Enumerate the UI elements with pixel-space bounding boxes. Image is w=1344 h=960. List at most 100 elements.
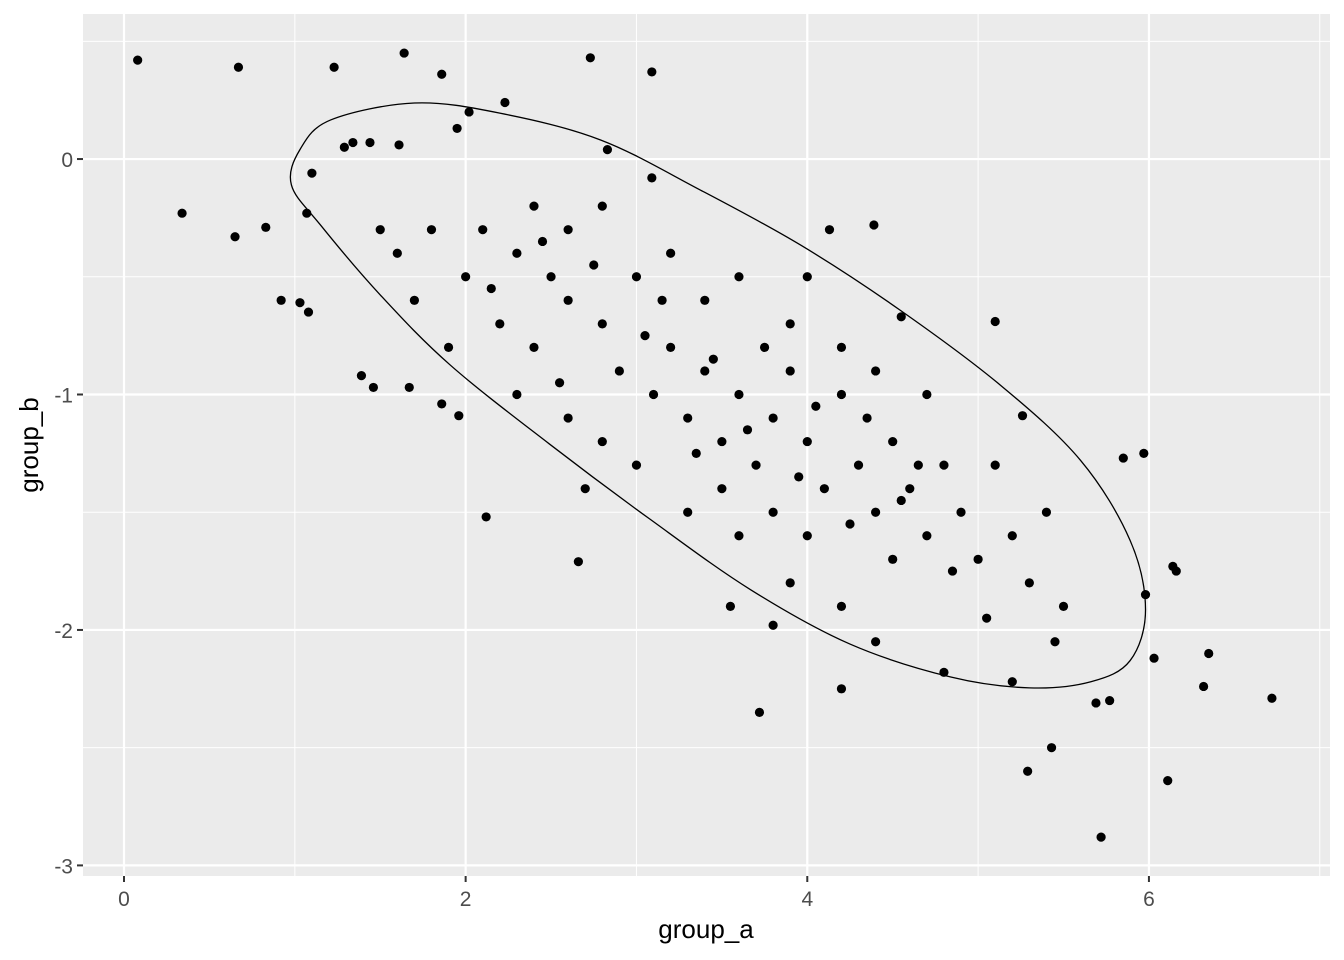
point — [802, 531, 812, 541]
point — [754, 707, 765, 717]
point — [399, 48, 409, 58]
point — [708, 354, 718, 364]
point — [295, 298, 305, 308]
point — [717, 484, 727, 494]
point — [452, 123, 462, 134]
x-axis-title: group_a — [658, 914, 754, 944]
point — [785, 366, 795, 376]
point — [546, 272, 556, 282]
point — [939, 460, 949, 470]
point — [478, 225, 488, 235]
point — [862, 413, 872, 423]
point — [1050, 637, 1060, 647]
point — [888, 554, 898, 564]
point — [563, 295, 573, 305]
point — [1118, 453, 1128, 463]
point — [802, 436, 812, 447]
point — [647, 173, 657, 183]
point — [648, 389, 659, 400]
point — [356, 371, 367, 381]
point — [871, 507, 881, 517]
point — [276, 295, 286, 305]
point — [725, 601, 736, 612]
point — [563, 413, 573, 423]
point — [1267, 693, 1277, 703]
point — [1204, 648, 1214, 659]
grid — [83, 14, 1330, 876]
point — [307, 168, 317, 178]
point — [233, 62, 244, 72]
point — [683, 413, 693, 423]
axes: 0 2 4 6 0 -1 -2 -3 — [54, 149, 1154, 911]
point — [785, 319, 795, 329]
point — [602, 145, 613, 155]
point — [1058, 601, 1069, 612]
point — [1198, 681, 1209, 692]
point — [443, 342, 454, 353]
point — [597, 436, 607, 447]
point — [759, 342, 770, 353]
point — [495, 319, 505, 329]
point — [1017, 411, 1028, 421]
point — [973, 554, 983, 564]
point — [537, 236, 548, 247]
point — [585, 53, 595, 63]
point — [1091, 698, 1101, 708]
point — [512, 389, 522, 400]
point — [573, 557, 583, 567]
point — [261, 222, 271, 232]
point — [896, 312, 906, 322]
point — [1024, 578, 1034, 588]
point — [404, 382, 414, 393]
point — [1096, 832, 1106, 842]
point — [512, 248, 522, 258]
point — [768, 620, 778, 630]
point — [529, 201, 539, 211]
point — [888, 436, 898, 447]
point — [589, 260, 599, 270]
point — [742, 425, 753, 435]
point — [631, 272, 642, 282]
point — [392, 248, 402, 258]
point — [481, 512, 491, 522]
point — [1007, 531, 1017, 541]
point — [614, 366, 624, 376]
point — [500, 97, 510, 108]
marks — [133, 48, 1277, 842]
point — [580, 484, 590, 494]
point — [437, 69, 447, 79]
point — [1171, 566, 1181, 576]
point — [554, 378, 565, 388]
point — [700, 295, 710, 305]
point — [811, 401, 821, 411]
point — [1105, 695, 1115, 706]
point — [1041, 507, 1052, 517]
point — [734, 531, 744, 541]
ellipse — [289, 102, 1147, 689]
point — [426, 225, 437, 235]
point — [683, 507, 693, 517]
point — [700, 366, 710, 376]
point — [329, 62, 339, 72]
y-tick-label: -3 — [54, 855, 73, 878]
point — [647, 67, 657, 77]
point — [230, 232, 240, 242]
point — [1163, 776, 1173, 786]
point — [597, 201, 607, 211]
point — [631, 460, 642, 470]
point — [869, 220, 879, 230]
point — [794, 472, 804, 482]
point — [913, 460, 923, 470]
point — [836, 389, 847, 400]
point — [303, 307, 314, 317]
point — [853, 460, 864, 470]
point — [896, 495, 906, 506]
point — [836, 684, 847, 694]
point — [1139, 448, 1149, 458]
point — [768, 413, 778, 423]
x-tick-label: 0 — [118, 888, 130, 911]
point — [657, 295, 667, 305]
point — [824, 225, 835, 235]
point — [437, 399, 447, 409]
